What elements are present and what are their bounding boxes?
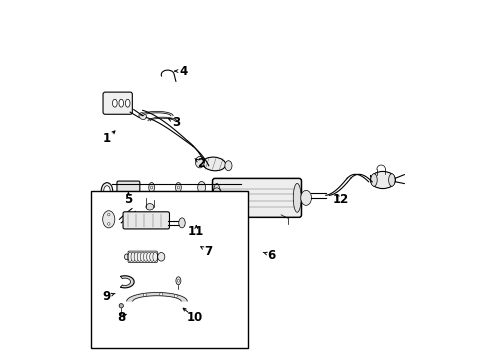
Text: 1: 1 xyxy=(102,132,111,145)
Text: 12: 12 xyxy=(332,193,348,206)
Polygon shape xyxy=(148,117,176,121)
Ellipse shape xyxy=(370,171,395,189)
Ellipse shape xyxy=(145,203,153,210)
FancyBboxPatch shape xyxy=(117,181,140,197)
Text: 7: 7 xyxy=(204,245,212,258)
Ellipse shape xyxy=(150,186,152,189)
Ellipse shape xyxy=(197,181,205,194)
Ellipse shape xyxy=(112,99,117,107)
Ellipse shape xyxy=(145,193,151,199)
Ellipse shape xyxy=(146,252,151,261)
Ellipse shape xyxy=(202,157,225,171)
Ellipse shape xyxy=(125,99,130,107)
Ellipse shape xyxy=(137,252,142,261)
Ellipse shape xyxy=(212,184,220,212)
Ellipse shape xyxy=(119,303,123,308)
Ellipse shape xyxy=(140,252,145,261)
Ellipse shape xyxy=(107,213,110,216)
Ellipse shape xyxy=(139,113,146,120)
Ellipse shape xyxy=(153,252,157,261)
Ellipse shape xyxy=(148,183,154,193)
Ellipse shape xyxy=(177,186,179,189)
Ellipse shape xyxy=(388,174,394,186)
Ellipse shape xyxy=(224,161,231,171)
Ellipse shape xyxy=(143,252,148,261)
Text: 10: 10 xyxy=(186,311,202,324)
Ellipse shape xyxy=(293,184,301,212)
Ellipse shape xyxy=(124,254,128,260)
Ellipse shape xyxy=(101,183,112,199)
Text: 5: 5 xyxy=(124,193,132,206)
Text: 4: 4 xyxy=(179,64,187,77)
FancyBboxPatch shape xyxy=(103,92,132,114)
Bar xyxy=(91,191,247,348)
Text: 6: 6 xyxy=(266,248,275,261)
Ellipse shape xyxy=(149,252,154,261)
FancyBboxPatch shape xyxy=(212,179,301,217)
FancyBboxPatch shape xyxy=(123,212,169,229)
Ellipse shape xyxy=(300,190,311,205)
Ellipse shape xyxy=(195,157,204,168)
Text: 8: 8 xyxy=(117,311,125,324)
Text: 9: 9 xyxy=(102,289,111,303)
Ellipse shape xyxy=(103,186,110,196)
Text: 3: 3 xyxy=(172,116,181,129)
Ellipse shape xyxy=(134,252,139,261)
Ellipse shape xyxy=(370,174,376,186)
Polygon shape xyxy=(126,293,187,301)
Ellipse shape xyxy=(160,293,162,296)
Ellipse shape xyxy=(177,279,179,282)
Ellipse shape xyxy=(175,183,181,193)
Ellipse shape xyxy=(174,295,177,298)
Ellipse shape xyxy=(179,218,185,228)
Ellipse shape xyxy=(143,293,146,296)
Text: 2: 2 xyxy=(197,157,205,170)
Ellipse shape xyxy=(131,252,135,261)
Ellipse shape xyxy=(119,99,123,107)
Ellipse shape xyxy=(107,223,110,225)
Text: 11: 11 xyxy=(188,225,204,238)
Polygon shape xyxy=(121,276,134,288)
Ellipse shape xyxy=(127,252,132,261)
Ellipse shape xyxy=(157,252,164,261)
Ellipse shape xyxy=(102,211,115,228)
Ellipse shape xyxy=(176,277,181,285)
Polygon shape xyxy=(141,111,173,116)
